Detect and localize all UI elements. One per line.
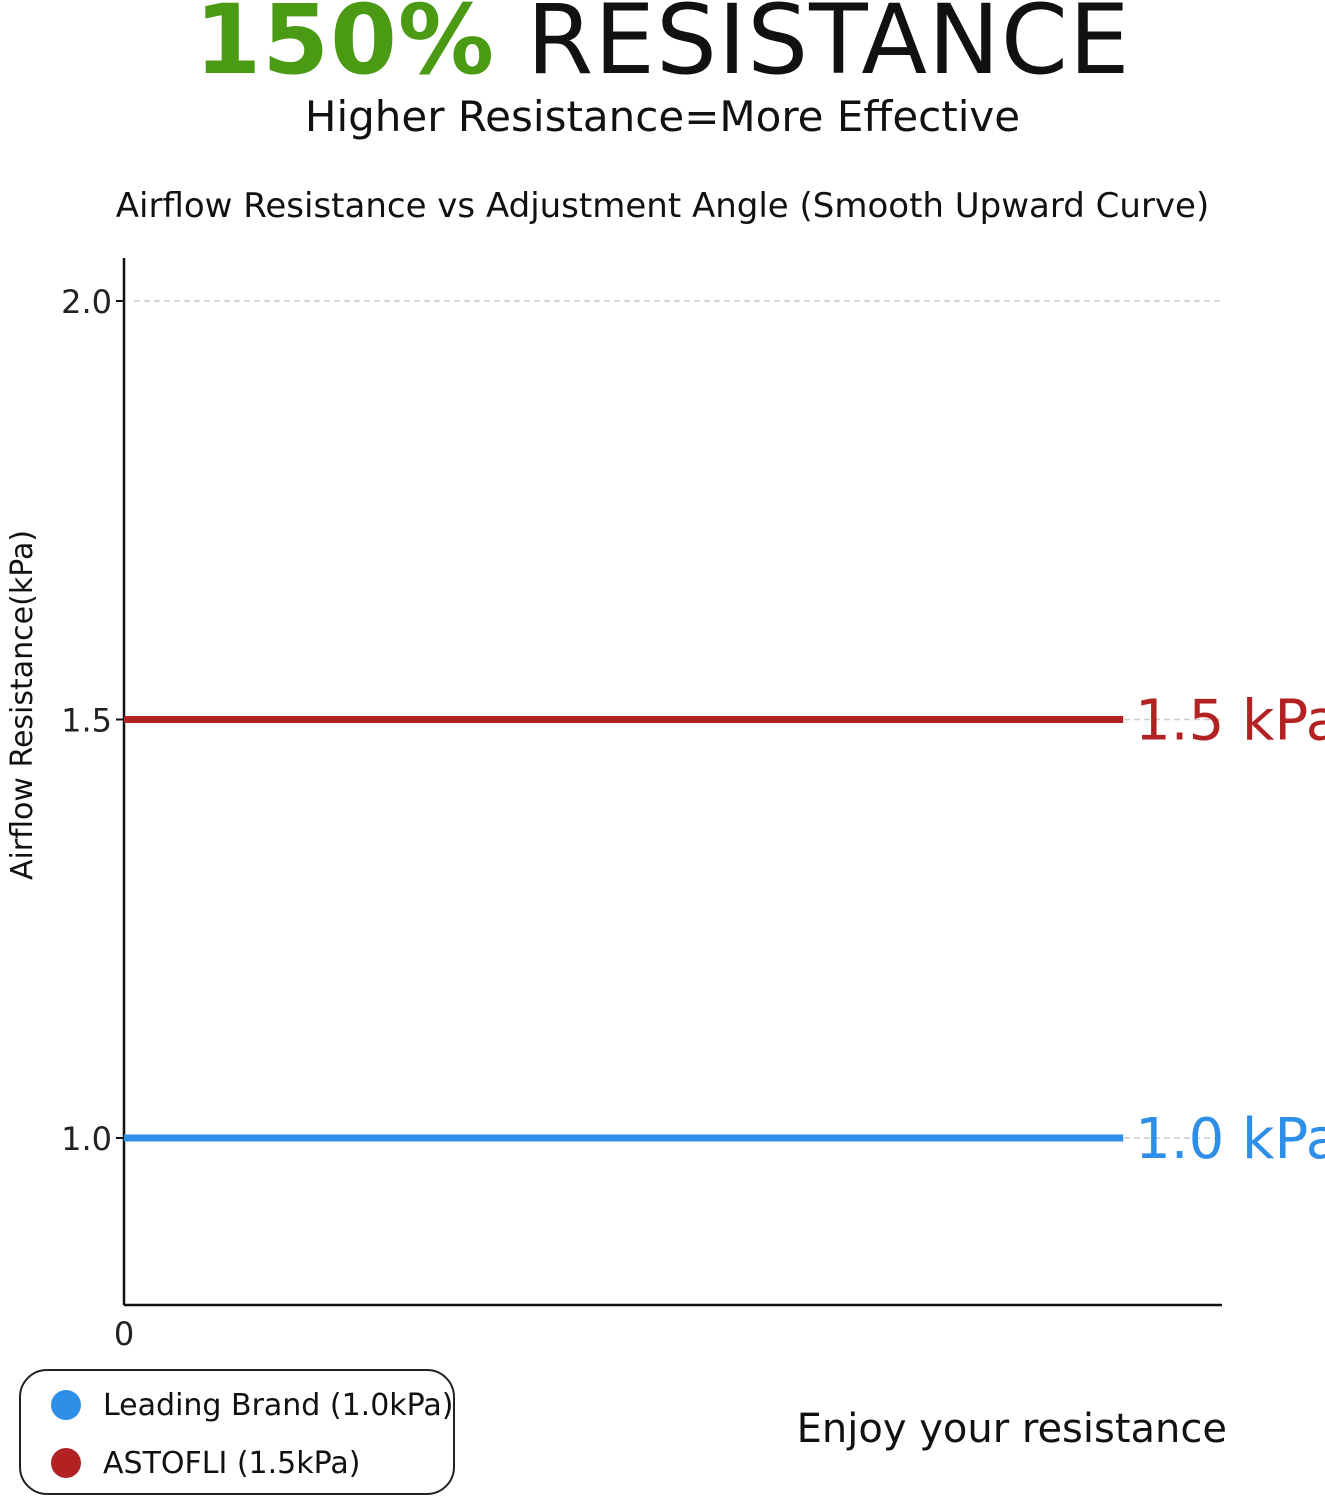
legend-item-leading-brand: Leading Brand (1.0kPa) xyxy=(51,1385,454,1425)
series-end-label: 1.0 kPa xyxy=(1135,1107,1325,1172)
headline: 150% RESISTANCE xyxy=(0,0,1325,94)
x-tick-label: 0 xyxy=(114,1315,134,1353)
legend-item-astofli: ASTOFLI (1.5kPa) xyxy=(51,1443,360,1483)
chart-title: Airflow Resistance vs Adjustment Angle (… xyxy=(115,186,1210,226)
headline-accent: 150% xyxy=(194,0,496,96)
y-tick-label: 1.5 xyxy=(61,702,112,740)
legend-dot-leading-brand xyxy=(51,1390,81,1420)
y-tick-label: 1.0 xyxy=(61,1120,112,1158)
footer-tagline: Enjoy your resistance xyxy=(796,1406,1227,1452)
legend-label-leading-brand: Leading Brand (1.0kPa) xyxy=(103,1387,454,1423)
y-axis-label: Airflow Resistance(kPa) xyxy=(5,530,40,880)
legend-label-astofli: ASTOFLI (1.5kPa) xyxy=(103,1445,361,1481)
resistance-chart: 1.0 1.5 2.0 0 Airflow Resistance(kPa) 1.0 kPa… xyxy=(5,258,1325,1353)
y-tick-label: 2.0 xyxy=(61,283,112,321)
series-end-label: 1.5 kPa xyxy=(1135,689,1325,754)
legend-dot-astofli xyxy=(51,1448,81,1478)
headline-rest: RESISTANCE xyxy=(526,0,1131,96)
legend: Leading Brand (1.0kPa) ASTOFLI (1.5kPa) xyxy=(19,1369,455,1495)
subheadline: Higher Resistance=More Effective xyxy=(304,92,1021,141)
